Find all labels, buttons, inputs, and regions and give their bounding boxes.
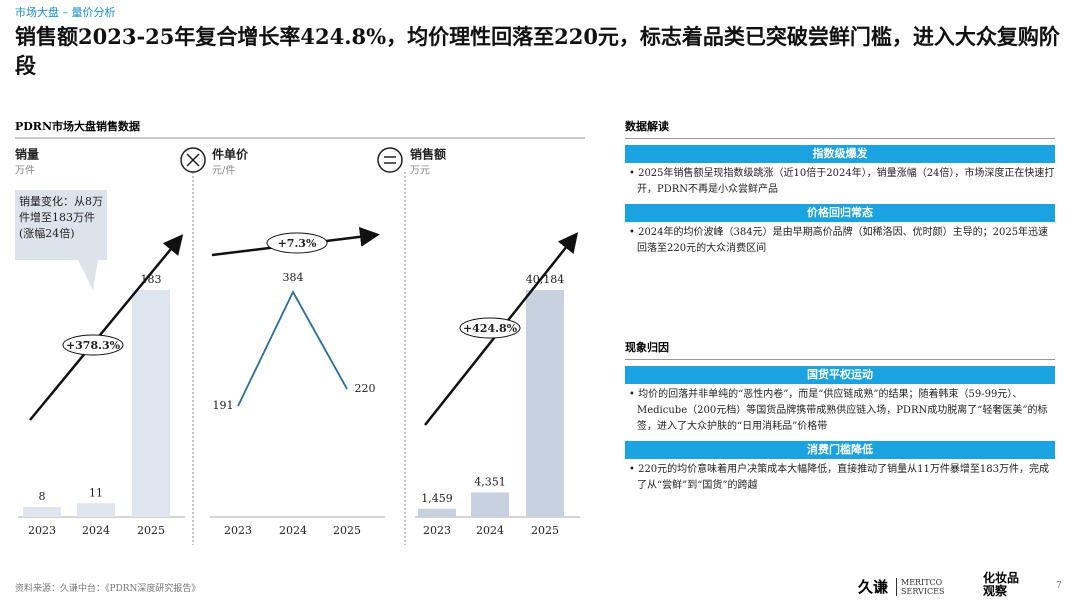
x-tick-label: 2023 bbox=[423, 524, 451, 537]
x-tick-label: 2024 bbox=[476, 524, 504, 537]
annotation: +424.8% bbox=[463, 322, 518, 335]
chart-title: 件单价 bbox=[212, 147, 249, 162]
slide-title: 销售额2023-25年复合增长率424.8%，均价理性回落至220元，标志着品类… bbox=[15, 24, 1060, 78]
value-label: 220 bbox=[355, 382, 376, 395]
annotation: +378.3% bbox=[66, 339, 121, 352]
times-icon bbox=[180, 147, 206, 173]
chart-unit: 元/件 bbox=[212, 165, 235, 177]
annotation-oval bbox=[266, 232, 328, 254]
value-label: 384 bbox=[283, 271, 304, 284]
value-label: 183 bbox=[141, 273, 162, 286]
bar bbox=[77, 503, 115, 517]
value-label: 40,184 bbox=[526, 273, 565, 286]
callout-pointer bbox=[78, 260, 98, 290]
value-label: 11 bbox=[89, 486, 103, 499]
line bbox=[237, 290, 348, 407]
bar bbox=[132, 290, 170, 517]
page-number: 7 bbox=[1056, 581, 1062, 591]
chart-unit: 万件 bbox=[15, 165, 35, 177]
x-tick-label: 2025 bbox=[531, 524, 559, 537]
chart-title: 销量 bbox=[15, 147, 39, 162]
x-tick-label: 2024 bbox=[279, 524, 307, 537]
chart-title: 销售额 bbox=[410, 147, 446, 162]
logo: MERITCO SERVICES bbox=[896, 578, 971, 596]
bullet: • 220元的均价意味着用户决策成本大幅降低，直接推动了销量从11万件暴增至18… bbox=[629, 464, 1049, 491]
annotation: +7.3% bbox=[278, 237, 317, 250]
breadcrumb: 市场大盘 – 量价分析 bbox=[15, 6, 116, 19]
x-tick-label: 2024 bbox=[82, 524, 110, 537]
bullet: • 2025年销售额呈现指数级跳涨（近10倍于2024年），销量涨幅（24倍），… bbox=[629, 168, 1055, 195]
x-tick-label: 2025 bbox=[137, 524, 165, 537]
section-title: PDRN市场大盘销售数据 bbox=[15, 120, 141, 133]
value-label: 191 bbox=[213, 399, 234, 412]
trend-arrow bbox=[29, 234, 184, 421]
bar bbox=[471, 492, 509, 517]
annotation-oval bbox=[459, 317, 521, 339]
bar bbox=[23, 507, 61, 517]
source: 资料来源：久谦中台：《PDRN深度研究报告》 bbox=[15, 584, 201, 594]
value-label: 4,351 bbox=[474, 475, 506, 488]
value-label: 1,459 bbox=[421, 492, 453, 505]
x-tick-label: 2023 bbox=[224, 524, 252, 537]
section-title: 数据解读 bbox=[625, 118, 1055, 139]
callout: 销量变化：从8万件增至183万件 (涨幅24倍) bbox=[15, 190, 107, 260]
banner: 指数级爆发 bbox=[625, 145, 1055, 163]
banner: 价格回归常态 bbox=[625, 204, 1055, 222]
section-title: 现象归因 bbox=[625, 339, 1055, 360]
x-tick-label: 2023 bbox=[28, 524, 56, 537]
bar bbox=[418, 508, 456, 517]
logo: 化妆品观察 bbox=[983, 571, 1020, 598]
logo: 久谦 bbox=[858, 578, 889, 596]
equals-icon bbox=[377, 147, 403, 173]
banner: 消费门槛降低 bbox=[625, 441, 1055, 459]
chart-unit: 万元 bbox=[410, 166, 430, 177]
annotation-oval bbox=[62, 334, 124, 356]
x-tick-label: 2025 bbox=[333, 524, 361, 537]
bullet: • 均价的回落并非单纯的“恶性内卷”，而是“供应链成熟”的结果；随着韩束（59-… bbox=[629, 389, 1048, 432]
banner: 国货平权运动 bbox=[625, 366, 1055, 384]
right-panel: 数据解读指数级爆发 • 2025年销售额呈现指数级跳涨（近10倍于2024年），销… bbox=[625, 118, 1055, 497]
bullet: • 2024年的均价波峰（384元）是由早期高价品牌（如稀洛因、优时颜）主导的；… bbox=[629, 227, 1049, 254]
value-label: 8 bbox=[39, 490, 46, 503]
bar bbox=[526, 290, 564, 517]
